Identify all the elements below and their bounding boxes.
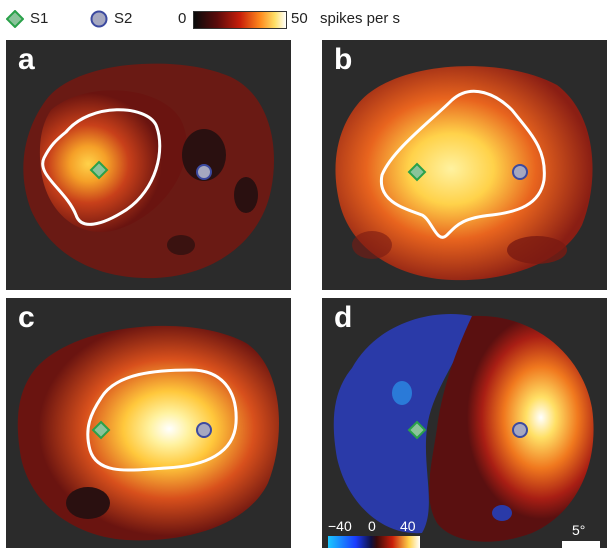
panel-label-a: a — [18, 43, 35, 76]
heatmap-c — [6, 298, 291, 548]
colorscale-unit-label: spikes per s — [320, 10, 401, 27]
s1-marker — [407, 420, 427, 440]
s2-circle-icon — [90, 10, 108, 28]
panel-b: b — [322, 40, 607, 290]
s1-marker — [89, 160, 109, 180]
s2-marker — [196, 164, 212, 180]
panel-a: a — [6, 40, 291, 290]
panel-label-d: d — [334, 301, 353, 334]
s1-label: S1 — [30, 10, 49, 27]
heatmap-a — [6, 40, 291, 290]
s2-marker — [512, 164, 528, 180]
heatmap-b — [322, 40, 607, 290]
colorscale-max-label: 50 — [291, 10, 308, 27]
scale-bar — [562, 541, 600, 549]
panel-d: d — [322, 298, 607, 548]
s1-marker — [91, 420, 111, 440]
s1-marker — [407, 162, 427, 182]
diff-scale-min-label: −40 — [328, 518, 352, 534]
colorscale-bar — [193, 11, 287, 29]
s2-marker — [196, 422, 212, 438]
s2-label: S2 — [114, 10, 133, 27]
legend-bar: S1 S2 0 50 spikes per s — [0, 0, 612, 40]
s1-diamond-icon — [6, 10, 24, 28]
scale-bar-label: 5° — [572, 522, 586, 538]
difference-colorscale: −40 0 40 — [328, 518, 420, 549]
diff-scale-max-label: 40 — [400, 518, 416, 534]
s2-marker — [512, 422, 528, 438]
panel-label-b: b — [334, 43, 353, 76]
heatmap-d — [322, 298, 607, 548]
diff-scale-mid-label: 0 — [368, 518, 376, 534]
panel-c: c — [6, 298, 291, 548]
diff-scale-gradient — [328, 536, 420, 548]
colorscale-min-label: 0 — [178, 10, 187, 27]
panel-label-c: c — [18, 301, 35, 334]
